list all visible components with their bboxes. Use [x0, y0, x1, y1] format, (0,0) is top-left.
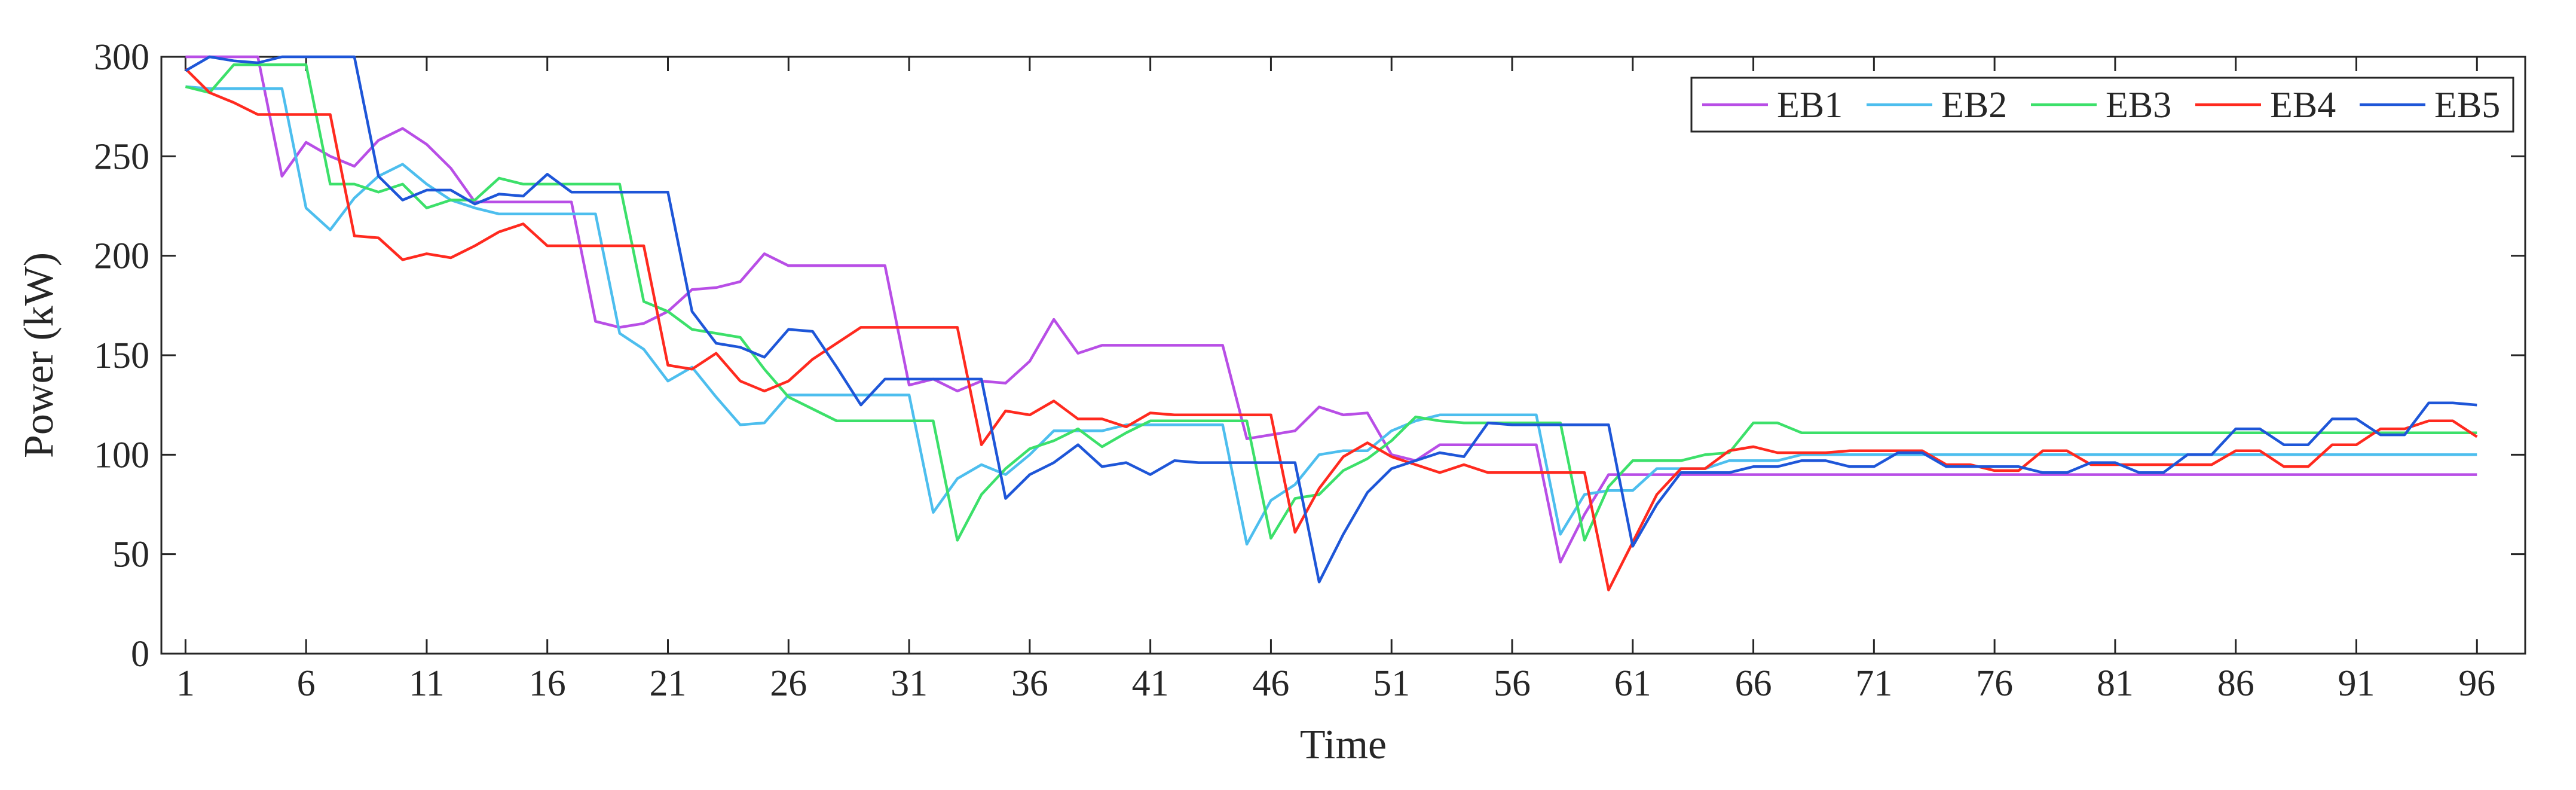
- x-tick-label: 56: [1494, 663, 1531, 704]
- y-tick-label: 50: [112, 535, 149, 575]
- x-tick-label: 31: [891, 663, 928, 704]
- x-tick-label: 36: [1011, 663, 1048, 704]
- y-tick-label: 200: [94, 236, 149, 277]
- x-tick-label: 61: [1614, 663, 1651, 704]
- x-tick-label: 96: [2458, 663, 2495, 704]
- x-tick-label: 66: [1735, 663, 1772, 704]
- legend-label-eb4: EB4: [2270, 85, 2336, 126]
- x-tick-label: 81: [2097, 663, 2134, 704]
- series-line-eb2: [185, 85, 2477, 546]
- x-tick-label: 21: [650, 663, 687, 704]
- legend: EB1 EB2 EB3 EB4 EB5: [1690, 77, 2514, 133]
- y-axis: 0 50 100 150 200 250 300: [94, 37, 2525, 675]
- series-line-eb5: [185, 55, 2477, 584]
- x-axis-title: Time: [1300, 722, 1387, 768]
- series-line-eb1: [185, 55, 2477, 564]
- x-tick-label: 76: [1976, 663, 2013, 704]
- x-tick-label: 1: [176, 663, 195, 704]
- series-line-eb4: [184, 68, 2478, 591]
- legend-label-eb2: EB2: [1941, 85, 2007, 126]
- x-tick-label: 46: [1252, 663, 1289, 704]
- plot-area: [160, 56, 2526, 655]
- y-tick-label: 0: [131, 634, 149, 675]
- legend-label-eb1: EB1: [1777, 85, 1843, 126]
- series-line-eb3: [185, 63, 2477, 542]
- x-tick-label: 86: [2217, 663, 2254, 704]
- x-tick-label: 26: [770, 663, 807, 704]
- x-tick-label: 41: [1132, 663, 1169, 704]
- y-axis-title: Power (kW): [16, 252, 62, 458]
- plot-frame: [160, 56, 2526, 655]
- legend-label-eb5: EB5: [2434, 85, 2500, 126]
- series-layer: [184, 55, 2478, 591]
- x-tick-label: 6: [297, 663, 316, 704]
- x-tick-label: 51: [1373, 663, 1410, 704]
- x-tick-label: 16: [529, 663, 566, 704]
- y-tick-label: 250: [94, 136, 149, 177]
- y-tick-label: 150: [94, 335, 149, 376]
- y-tick-label: 100: [94, 435, 149, 475]
- x-axis: 1 6 11 16 21 26 31 36 41 46 51 56 61 66 71 76 81 86 91 96: [176, 57, 2495, 704]
- x-tick-label: 91: [2338, 663, 2375, 704]
- x-tick-label: 71: [1855, 663, 1892, 704]
- legend-label-eb3: EB3: [2106, 85, 2171, 126]
- x-tick-label: 11: [409, 663, 445, 704]
- y-tick-label: 300: [94, 37, 149, 78]
